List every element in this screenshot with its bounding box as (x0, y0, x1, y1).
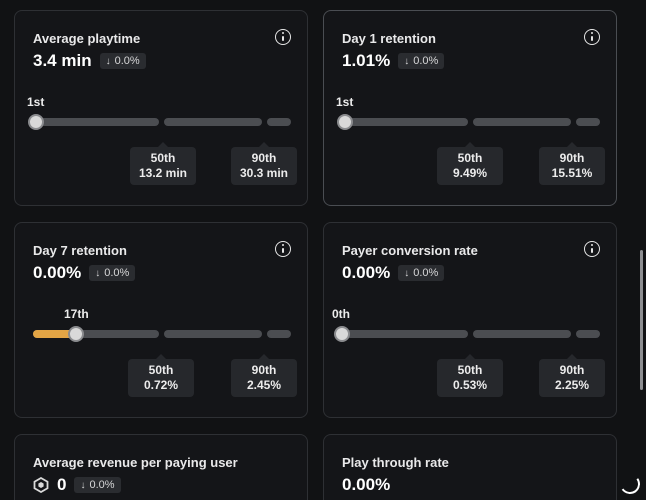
arrow-down-icon: ↓ (404, 55, 410, 67)
percentile-thumb (28, 114, 44, 130)
delta-badge: ↓ 0.0% (398, 53, 445, 69)
p90-marker: 90th 30.3 min (231, 142, 297, 185)
p90-label: 90th (251, 363, 277, 377)
card-title: Day 7 retention (33, 243, 127, 258)
p90-marker: 90th 2.45% (231, 354, 297, 397)
p50-value: 0.72% (143, 378, 179, 392)
metric-value: 1.01% (342, 51, 391, 70)
track-segment-mid (164, 118, 262, 126)
loading-spinner-icon (618, 472, 642, 496)
p90-value: 30.3 min (239, 166, 289, 180)
p90-label: 90th (559, 151, 585, 165)
delta-value: 0.0% (89, 479, 115, 491)
track-segment-high (267, 118, 291, 126)
track-segment-low (33, 330, 159, 338)
arrow-down-icon: ↓ (80, 479, 86, 491)
p50-label: 50th (148, 363, 174, 377)
metric-card-day7-retention[interactable]: Day 7 retention 0.00% ↓ 0.0% 17th 50th 0… (14, 222, 308, 418)
arrow-down-icon: ↓ (404, 267, 410, 279)
track-segment-mid (473, 118, 571, 126)
metric-card-arppu[interactable]: Average revenue per paying user 0 ↓ 0.0% (14, 434, 308, 500)
metric-value: 0.00% (33, 263, 82, 282)
info-circle-icon[interactable] (275, 241, 291, 257)
track-segment-low (342, 118, 468, 126)
p90-value: 15.51% (551, 166, 593, 180)
p50-value: 9.49% (452, 166, 488, 180)
arrow-down-icon: ↓ (105, 55, 111, 67)
p50-label: 50th (150, 151, 176, 165)
p90-marker: 90th 15.51% (539, 142, 605, 185)
robux-icon (33, 476, 49, 494)
p50-label: 50th (457, 151, 483, 165)
user-percentile-label: 1st (336, 95, 354, 109)
percentile-fill (33, 330, 77, 338)
p90-marker: 90th 2.25% (539, 354, 605, 397)
p50-marker: 50th 0.53% (437, 354, 503, 397)
arrow-down-icon: ↓ (95, 267, 101, 279)
metric-value: 0 (57, 475, 67, 494)
metric-value: 0.00% (342, 475, 391, 494)
delta-badge: ↓ 0.0% (89, 265, 136, 281)
scrollbar-thumb[interactable] (640, 250, 643, 390)
metric-value: 0.00% (342, 263, 391, 282)
card-title: Payer conversion rate (342, 243, 478, 258)
delta-value: 0.0% (413, 55, 439, 67)
p90-label: 90th (251, 151, 277, 165)
p50-label: 50th (457, 363, 483, 377)
card-title: Average playtime (33, 31, 141, 46)
track-segment-high (576, 118, 600, 126)
p50-value: 13.2 min (138, 166, 188, 180)
card-title: Play through rate (342, 455, 449, 470)
delta-value: 0.0% (413, 267, 439, 279)
track-segment-low (342, 330, 468, 338)
info-circle-icon[interactable] (584, 29, 600, 45)
delta-badge: ↓ 0.0% (398, 265, 445, 281)
metric-card-payer-conversion-rate[interactable]: Payer conversion rate 0.00% ↓ 0.0% 0th 5… (323, 222, 617, 418)
track-segment-mid (473, 330, 571, 338)
percentile-thumb (334, 326, 350, 342)
metric-card-day1-retention[interactable]: Day 1 retention 1.01% ↓ 0.0% 1st 50th 9.… (323, 10, 617, 206)
card-title: Day 1 retention (342, 31, 436, 46)
user-percentile-label: 17th (64, 307, 89, 321)
user-percentile-label: 1st (27, 95, 45, 109)
card-title: Average revenue per paying user (33, 455, 238, 470)
p90-value: 2.45% (246, 378, 282, 392)
percentile-thumb (68, 326, 84, 342)
user-percentile-label: 0th (332, 307, 350, 321)
metric-value: 3.4 min (33, 51, 92, 70)
p50-marker: 50th 9.49% (437, 142, 503, 185)
delta-badge: ↓ 0.0% (74, 477, 121, 493)
p50-marker: 50th 0.72% (128, 354, 194, 397)
p90-value: 2.25% (554, 378, 590, 392)
metric-card-average-playtime[interactable]: Average playtime 3.4 min ↓ 0.0% 1st 50th… (14, 10, 308, 206)
percentile-thumb (337, 114, 353, 130)
info-circle-icon[interactable] (275, 29, 291, 45)
delta-badge: ↓ 0.0% (99, 53, 146, 69)
track-segment-mid (164, 330, 262, 338)
delta-value: 0.0% (104, 267, 130, 279)
metric-card-play-through-rate[interactable]: Play through rate 0.00% (323, 434, 617, 500)
delta-value: 0.0% (114, 55, 140, 67)
track-segment-high (267, 330, 291, 338)
p50-marker: 50th 13.2 min (130, 142, 196, 185)
info-circle-icon[interactable] (584, 241, 600, 257)
track-segment-high (576, 330, 600, 338)
track-segment-low (33, 118, 159, 126)
p90-label: 90th (559, 363, 585, 377)
p50-value: 0.53% (452, 378, 488, 392)
